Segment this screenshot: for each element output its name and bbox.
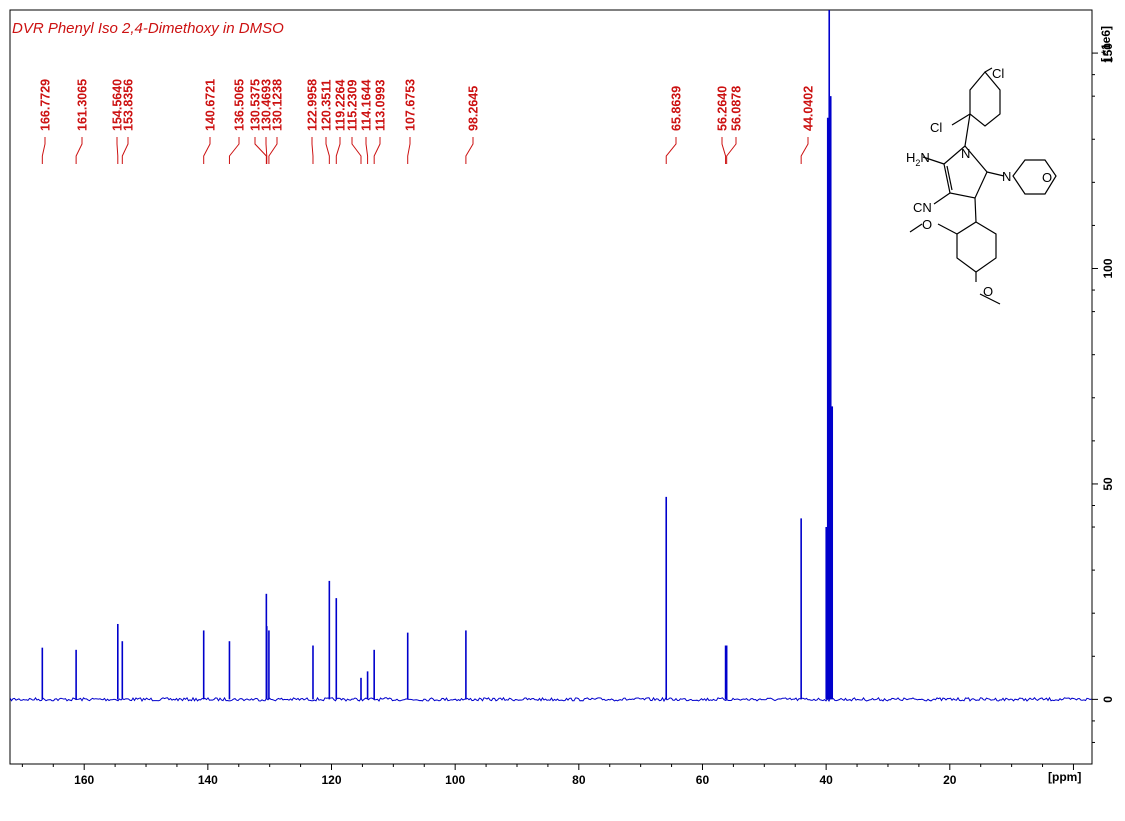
peak-label: 107.6753 xyxy=(404,79,418,131)
peak-label: 130.5375 xyxy=(249,79,263,131)
peak-label-connector xyxy=(116,137,119,164)
structure-atom-label: CN xyxy=(913,200,932,215)
peak-label: 98.2645 xyxy=(467,86,481,131)
peak-label-connector xyxy=(203,137,211,164)
peak-label: 130.4693 xyxy=(260,79,274,131)
structure-atom-label: N xyxy=(961,146,970,161)
peak-label-connector xyxy=(75,137,83,164)
peak-label: 136.5065 xyxy=(233,79,247,131)
peak-label: 154.5640 xyxy=(111,79,125,131)
structure-atom-label: Cl xyxy=(992,66,1004,81)
peak-label-connector xyxy=(41,137,46,164)
x-tick-label: 100 xyxy=(445,773,465,787)
structure-atom-label: N xyxy=(1002,169,1011,184)
y-tick-label: 100 xyxy=(1101,258,1115,278)
peak-label: 113.0993 xyxy=(374,80,388,131)
peak-label: 65.8639 xyxy=(670,86,684,131)
peak-label: 122.9958 xyxy=(306,79,320,131)
peak-label-connector xyxy=(721,137,727,164)
peak-label: 161.3065 xyxy=(76,79,90,131)
peak-label: 56.0878 xyxy=(730,86,744,131)
x-tick-label: 160 xyxy=(74,773,94,787)
y-axis-label: [ *1e6] xyxy=(1099,26,1113,62)
peak-label: 119.2264 xyxy=(334,80,348,131)
peak-label: 166.7729 xyxy=(39,79,53,131)
peak-label-connector xyxy=(311,137,314,164)
peak-label-connector xyxy=(265,137,268,164)
y-tick-label: 50 xyxy=(1101,477,1115,491)
peak-label-connector xyxy=(726,137,737,164)
y-tick-label: 150 xyxy=(1101,43,1115,63)
x-tick-label: 20 xyxy=(943,773,957,787)
peak-label-connector xyxy=(121,137,129,164)
peak-label-connector xyxy=(465,137,474,164)
peak-label-connector xyxy=(373,137,381,164)
peak-label: 130.1238 xyxy=(271,79,285,131)
x-tick-label: 80 xyxy=(572,773,586,787)
structure-atom-label: O xyxy=(922,217,932,232)
structure-atom-label: O xyxy=(1042,170,1052,185)
structure-atom-label: H2N xyxy=(906,150,930,168)
peak-label-connector xyxy=(325,137,330,164)
x-tick-label: 60 xyxy=(696,773,710,787)
peak-label-connector xyxy=(335,137,341,164)
spectrum-baseline xyxy=(10,696,1092,703)
plot-frame xyxy=(9,9,1093,765)
chart-title: DVR Phenyl Iso 2,4-Dimethoxy in DMSO xyxy=(12,20,284,37)
x-tick-label: 140 xyxy=(198,773,218,787)
x-tick-label: 40 xyxy=(819,773,833,787)
x-axis-label: [ppm] xyxy=(1048,770,1081,784)
peak-label-connector xyxy=(228,137,240,164)
chemical-structure xyxy=(909,67,1057,305)
peak-label-connector xyxy=(665,137,677,164)
peak-label: 140.6721 xyxy=(204,79,218,131)
peak-label-connector xyxy=(254,137,267,164)
peak-label-connector xyxy=(268,137,278,164)
x-tick-label: 120 xyxy=(321,773,341,787)
peak-label: 56.2640 xyxy=(716,86,730,131)
peak-label-connector xyxy=(800,137,809,164)
peak-label-connector xyxy=(351,137,362,164)
peak-label: 115.2309 xyxy=(346,80,360,131)
peak-label: 120.3511 xyxy=(320,80,334,131)
y-tick-label: 0 xyxy=(1101,696,1115,703)
structure-atom-label: O xyxy=(983,284,993,299)
peak-label-connector xyxy=(407,137,411,164)
peak-label: 153.8356 xyxy=(122,79,136,131)
peak-label: 44.0402 xyxy=(802,86,816,131)
peak-label: 114.1644 xyxy=(360,80,374,131)
structure-atom-label: Cl xyxy=(930,120,942,135)
peak-label-connector xyxy=(365,137,369,164)
